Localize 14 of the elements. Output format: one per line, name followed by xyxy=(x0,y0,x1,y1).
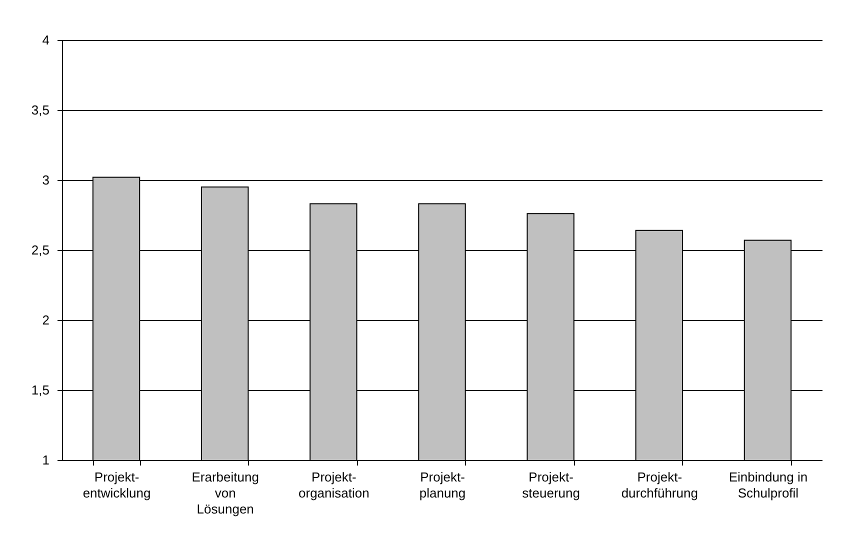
y-tick-label: 1 xyxy=(42,452,50,468)
x-tick-label: Projekt- entwicklung xyxy=(82,470,151,500)
x-tick-label: Projekt- organisation xyxy=(298,470,370,500)
y-tick-label: 4 xyxy=(42,32,50,48)
y-tick-label: 1,5 xyxy=(31,382,50,398)
x-tick-label: Projekt- planung xyxy=(419,470,466,500)
y-tick-label: 2 xyxy=(42,312,50,328)
y-tick-label: 3 xyxy=(42,172,50,188)
y-tick-label: 3,5 xyxy=(31,102,50,118)
x-tick-label: Einbindung in Schulprofil xyxy=(728,470,808,500)
x-tick-label: Projekt- steuerung xyxy=(522,470,580,500)
x-tick-label: Projekt- durchführung xyxy=(621,470,698,500)
x-tick-label: Erarbeitung von Lösungen xyxy=(192,470,259,516)
y-tick-label: 2,5 xyxy=(31,242,50,258)
